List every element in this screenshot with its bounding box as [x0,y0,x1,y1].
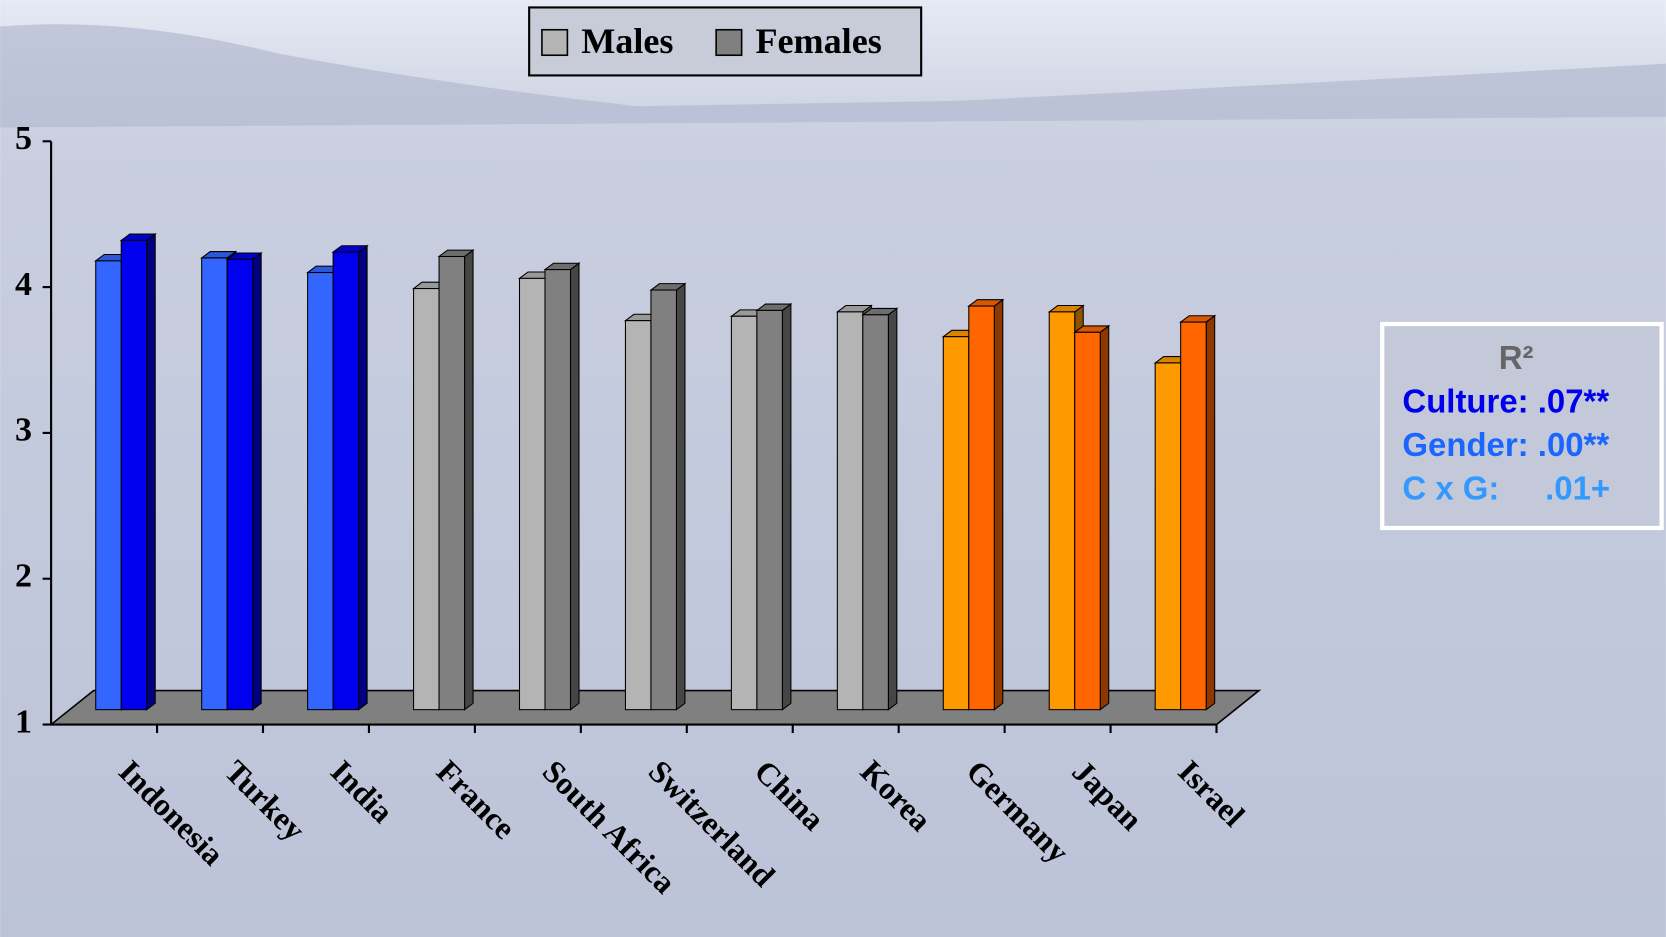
r2-line: Gender: .00** [1402,426,1609,463]
bar-side [358,244,368,711]
bar [411,281,450,711]
y-tick-label: 3 [15,412,32,449]
bar-front [332,251,360,711]
bar-front [1074,331,1101,711]
bar-side [993,298,1004,711]
bar [729,308,767,711]
bar-front [95,260,122,711]
bar [861,307,899,711]
r2-title: R² [1499,339,1534,376]
bar [755,302,793,711]
bar-side [569,262,580,711]
bar-side [146,233,156,711]
legend-swatch [715,28,743,57]
bar-front [226,258,254,711]
bar-side [252,251,262,711]
bar-front [836,311,864,711]
bar [649,282,687,711]
bar-side [464,249,474,711]
r2-line: Culture: .07** [1402,382,1609,419]
legend-swatch [541,28,569,57]
bar-side [1205,314,1216,711]
bar-front [756,309,783,711]
bar-side [887,307,898,711]
bar-front [438,255,466,711]
bar-front [1154,362,1182,711]
bar-front [650,289,677,711]
r2-line: C x G: .01+ [1402,470,1610,507]
bar [119,233,157,711]
legend-label: Females [755,21,881,61]
bar [1073,324,1111,711]
bar-side [675,282,686,711]
y-tick-label: 5 [15,120,32,157]
bar [543,262,581,711]
bar-front [518,277,546,711]
bar-front [968,305,995,711]
y-tick-label: 2 [15,558,32,595]
bar [331,244,369,711]
bar [967,298,1005,711]
bar-front [1180,321,1207,711]
mountains [0,24,1666,128]
bar-side [1099,324,1110,711]
bar [1179,314,1217,711]
bar-front [624,320,652,711]
bar-front [730,315,758,711]
bar-front [942,336,970,711]
bar-side [781,302,792,711]
legend-label: Males [581,21,673,61]
bar-front [413,288,440,711]
y-tick-label: 4 [15,266,32,303]
bar-front [120,239,148,711]
bar-front [862,314,889,711]
bar-front [307,271,334,711]
y-tick-label: 1 [15,703,32,740]
bar [437,249,475,711]
bar-front [201,257,228,711]
bar [225,251,263,711]
bar-front [1048,311,1076,711]
r2-box [1380,321,1664,531]
bar-front [544,269,572,711]
